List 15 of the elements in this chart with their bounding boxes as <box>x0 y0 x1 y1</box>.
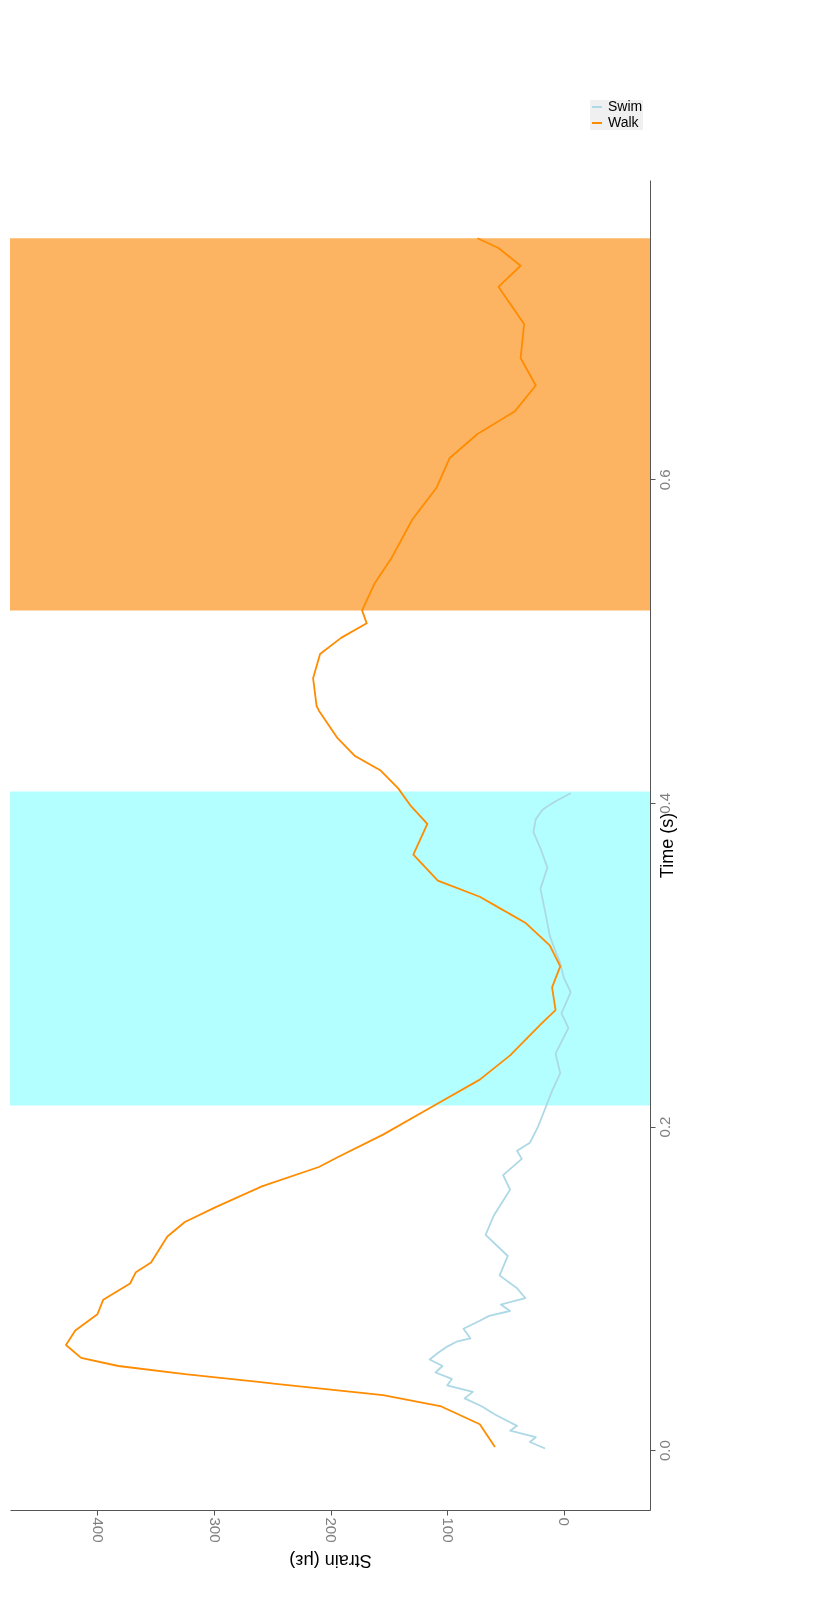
y-tick-label: 0.2 <box>655 1116 673 1138</box>
x-tick-label: 0 <box>556 1517 574 1526</box>
y-tick-label: 0.6 <box>655 469 673 491</box>
x-tick-label: 100 <box>439 1517 457 1543</box>
y-tick-label: 0.0 <box>655 1440 673 1462</box>
line-series <box>65 237 562 1448</box>
y-axis-title: Time (s) <box>656 812 677 879</box>
y-tick-label: 0.4 <box>655 793 673 814</box>
legend-label: Walk <box>608 114 640 130</box>
x-tick-label: 400 <box>89 1517 107 1543</box>
x-tick-label: 200 <box>323 1517 341 1543</box>
x-axis-title: Strain (με) <box>289 1550 372 1571</box>
legend-label: Swim <box>608 98 643 114</box>
line-series <box>428 792 572 1450</box>
x-tick-label: 300 <box>206 1517 224 1543</box>
